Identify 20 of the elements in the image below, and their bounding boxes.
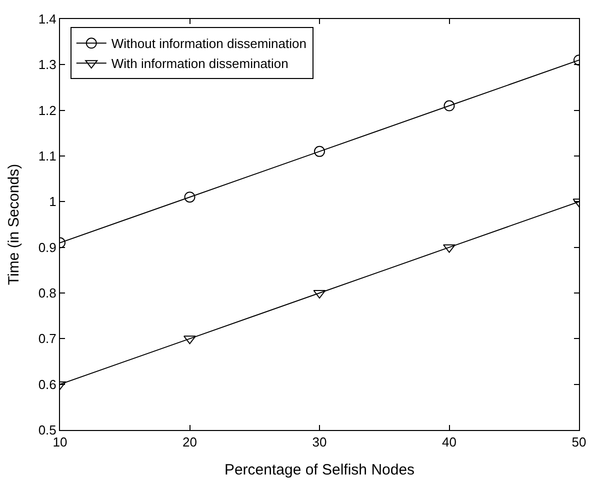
y-tick-label: 1 <box>49 194 56 210</box>
y-tick-label: 0.7 <box>38 331 56 346</box>
x-tick-label: 20 <box>182 434 197 450</box>
x-axis-title: Percentage of Selfish Nodes <box>224 462 415 479</box>
point <box>444 100 455 112</box>
point <box>184 192 196 203</box>
x-tick-label: 30 <box>312 434 327 450</box>
y-tick-label: 1.3 <box>38 57 56 72</box>
y-tick-label: 0.8 <box>38 286 56 301</box>
point <box>314 146 325 157</box>
legend-label: Without information dissemination <box>111 36 306 52</box>
y-axis-title: Time (in Seconds) <box>6 164 23 286</box>
x-tick-label: 40 <box>442 434 456 450</box>
y-tick-label: 1.2 <box>38 102 56 118</box>
y-tick-label: 0.9 <box>38 240 56 255</box>
y-tick-label: 0.6 <box>38 376 56 392</box>
x-tick-label: 50 <box>572 434 586 450</box>
y-tick-label: 1.4 <box>38 12 56 27</box>
legend-label: With information dissemination <box>111 56 288 72</box>
y-tick-label: 1.1 <box>38 148 56 164</box>
